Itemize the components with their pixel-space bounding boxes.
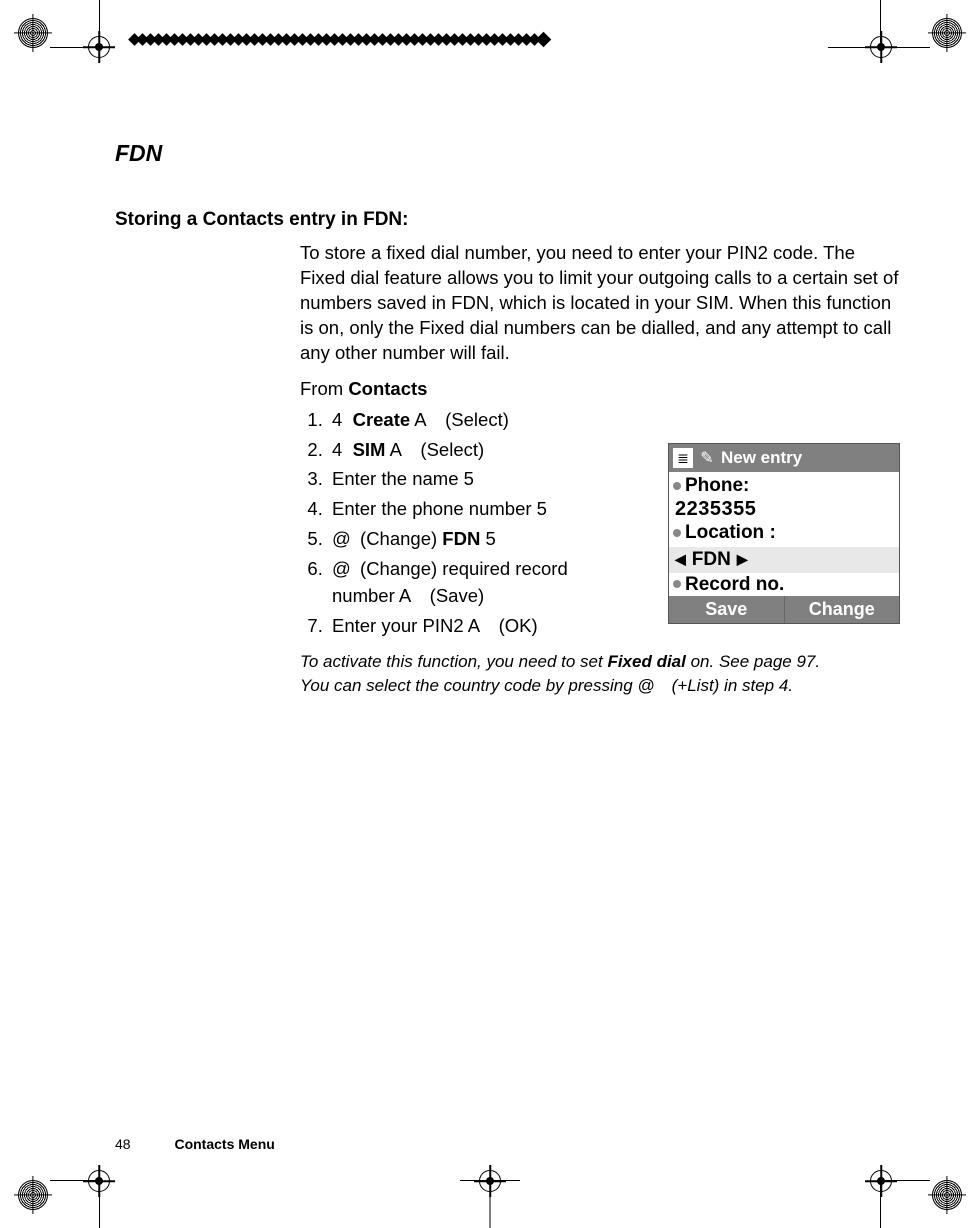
phone-titlebar: ≣ ✎ New entry (669, 444, 899, 472)
phone-number-value: 2235355 (673, 498, 895, 521)
phone-location-value: ◀ FDN ▶ (669, 547, 899, 573)
step-item: Enter the name 5 (328, 465, 610, 493)
page-content: FDN Storing a Contacts entry in FDN: To … (115, 140, 900, 1158)
phone-softkeys: Save Change (669, 596, 899, 623)
crop-line (880, 0, 881, 50)
step-item: @ (Change) FDN 5 (328, 525, 610, 553)
from-line: From Contacts (300, 378, 900, 400)
page-number: 48 (115, 1136, 131, 1152)
crop-line (50, 1180, 100, 1181)
right-arrow-icon: ▶ (737, 551, 748, 568)
footer-section: Contacts Menu (174, 1136, 274, 1152)
softkey-right: Change (785, 596, 900, 623)
crop-line (460, 1180, 520, 1181)
softkey-left: Save (669, 596, 785, 623)
step-item: @ (Change) required record number A (Sav… (328, 555, 610, 611)
phone-title: New entry (721, 448, 802, 468)
from-menu: Contacts (348, 378, 427, 399)
step-item: Enter the phone number 5 (328, 495, 610, 523)
phone-screen-mock: ≣ ✎ New entry Phone: 2235355 Location : … (668, 443, 900, 624)
page-footer: 48 Contacts Menu (115, 1136, 275, 1152)
intro-paragraph: To store a fixed dial number, you need t… (300, 241, 900, 366)
crop-line (99, 1178, 100, 1228)
list-icon: ≣ (673, 448, 693, 468)
crop-line (828, 47, 888, 48)
step-list: 4 Create A (Select) 4 SIM A (Select) Ent… (300, 406, 610, 640)
crop-line (880, 1180, 930, 1181)
step-item: Enter your PIN2 A (OK) (328, 612, 610, 640)
step-item: 4 Create A (Select) (328, 406, 610, 434)
pencil-icon: ✎ (697, 448, 717, 468)
bullet-icon (673, 580, 681, 588)
reg-mark-top-left (18, 18, 48, 48)
phone-row-location: Location : (673, 521, 895, 545)
step-item: 4 SIM A (Select) (328, 436, 610, 464)
from-prefix: From (300, 378, 348, 399)
reg-mark-top-right (932, 18, 962, 48)
phone-row-phone: Phone: (673, 474, 895, 498)
crop-line (880, 1178, 881, 1228)
subheading: Storing a Contacts entry in FDN: (115, 209, 900, 231)
reg-mark-bottom-left (18, 1180, 48, 1210)
left-arrow-icon: ◀ (675, 551, 686, 568)
reg-cross-bottom-right (870, 1170, 892, 1192)
section-title: FDN (115, 140, 900, 167)
bullet-icon (673, 482, 681, 490)
bullet-icon (673, 529, 681, 537)
crop-line (99, 0, 100, 50)
crop-line (490, 1178, 491, 1228)
reg-mark-bottom-right (932, 1180, 962, 1210)
note-text: To activate this function, you need to s… (300, 650, 900, 699)
phone-row-record: Record no. (673, 573, 895, 597)
crop-line (50, 47, 100, 48)
decorative-diamond-row (130, 34, 548, 46)
